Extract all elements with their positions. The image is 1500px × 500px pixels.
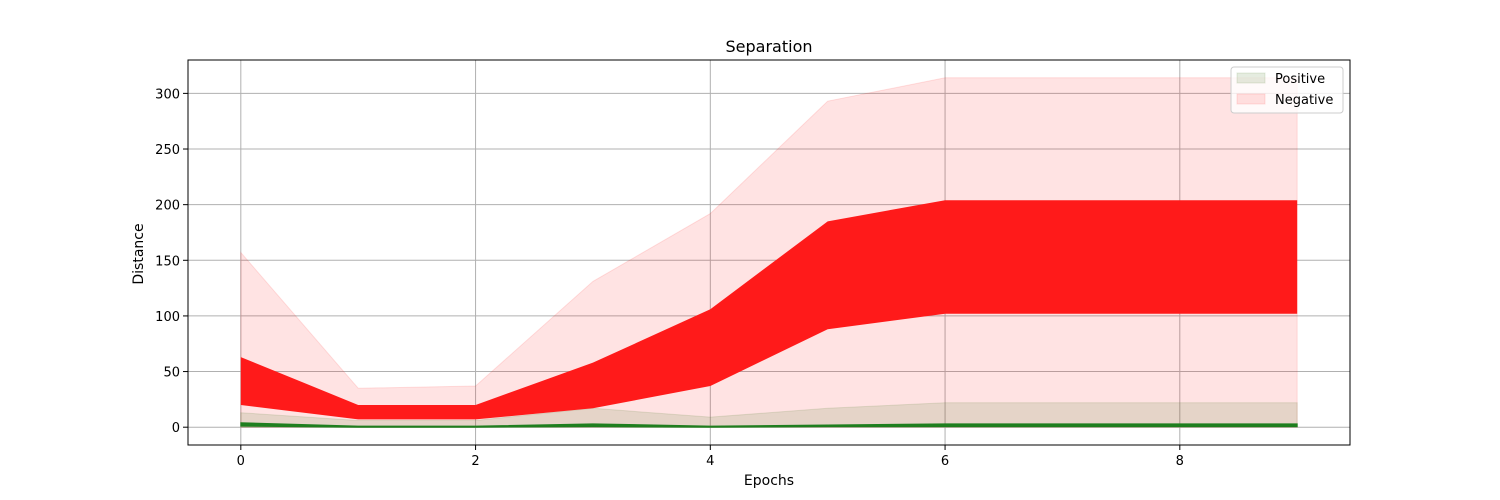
x-axis: 0 2 4 6 8 <box>237 445 1184 469</box>
legend-box <box>1230 66 1344 114</box>
positive-inner-band <box>240 422 1298 428</box>
bands <box>240 77 1298 428</box>
y-axis: 0 50 100 150 200 250 300 <box>155 87 188 436</box>
legend-label-positive: Positive <box>1275 72 1325 87</box>
legend-label-negative: Negative <box>1275 93 1333 108</box>
x-tick-label: 8 <box>1176 454 1184 469</box>
x-tick-label: 4 <box>706 454 714 469</box>
y-tick-label: 100 <box>155 310 180 325</box>
legend-swatch-negative <box>1236 93 1266 105</box>
x-tick-label: 2 <box>471 454 479 469</box>
y-tick-label: 0 <box>172 421 180 436</box>
x-tick-label: 6 <box>941 454 949 469</box>
negative-inner-band <box>240 200 1298 420</box>
legend: Positive Negative <box>1230 66 1344 114</box>
y-tick-label: 150 <box>155 254 180 269</box>
y-axis-label: Distance <box>131 223 147 284</box>
y-tick-label: 50 <box>163 366 180 381</box>
x-tick-label: 0 <box>237 454 245 469</box>
legend-swatch-positive <box>1236 72 1266 84</box>
chart-title: Separation <box>726 37 813 56</box>
x-axis-label: Epochs <box>744 473 794 489</box>
y-tick-label: 250 <box>155 143 180 158</box>
y-tick-label: 300 <box>155 87 180 102</box>
y-tick-label: 200 <box>155 199 180 214</box>
plot-frame <box>187 59 1351 446</box>
